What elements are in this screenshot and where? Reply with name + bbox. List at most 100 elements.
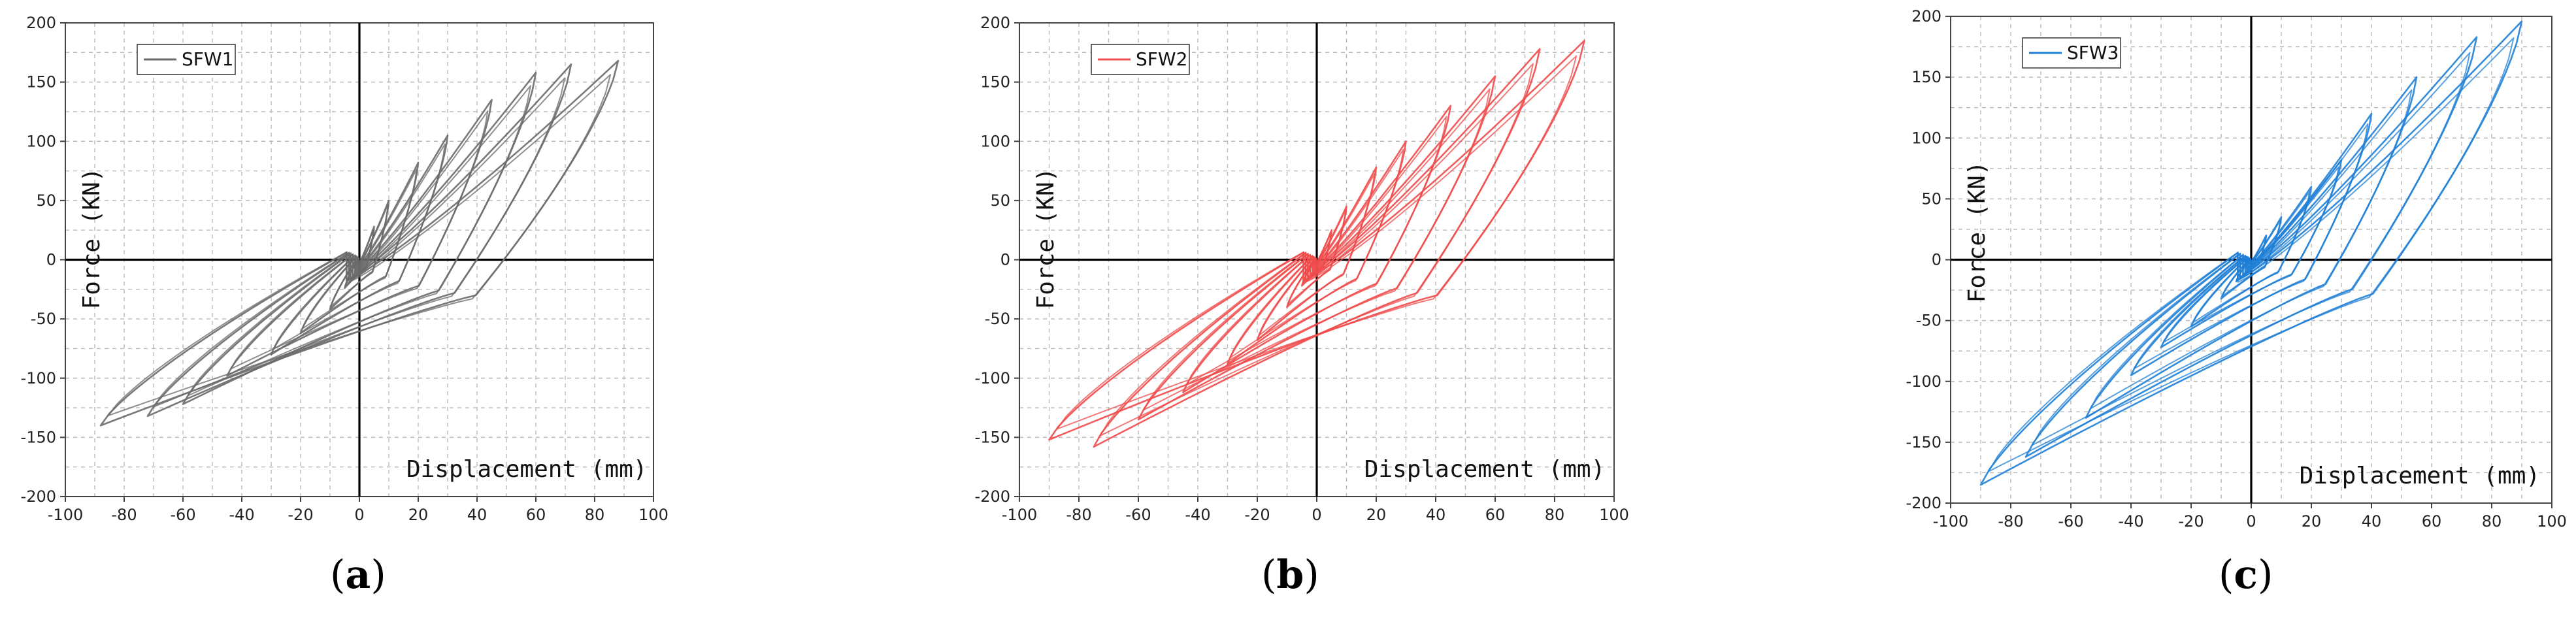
x-tick-label: -40 bbox=[2118, 512, 2143, 531]
x-tick-label: 60 bbox=[2422, 512, 2442, 531]
hysteresis-loop-repeat bbox=[1988, 37, 2515, 472]
hysteresis-loop-repeat bbox=[1056, 55, 1577, 430]
x-tick-label: 0 bbox=[2246, 512, 2256, 531]
hysteresis-loop-repeat bbox=[2221, 219, 2281, 297]
hysteresis-loop-repeat bbox=[330, 204, 389, 308]
hysteresis-loop-repeat bbox=[301, 169, 418, 330]
y-tick-label: 0 bbox=[1932, 251, 1941, 269]
hysteresis-loop-repeat bbox=[273, 143, 446, 350]
x-tick-label: -100 bbox=[1933, 512, 1968, 531]
x-axis-title: Displacement (mm) bbox=[406, 456, 647, 483]
x-tick-label: 100 bbox=[638, 506, 669, 524]
x-tick-label: 80 bbox=[1545, 506, 1565, 524]
hysteresis-loop bbox=[2085, 76, 2418, 419]
hysteresis-loop-repeat bbox=[1186, 116, 1447, 385]
hysteresis-loop bbox=[1048, 39, 1585, 441]
hysteresis-loop-repeat bbox=[2032, 52, 2471, 446]
hysteresis-loop bbox=[146, 63, 572, 417]
hysteresis-loop-repeat bbox=[1100, 63, 1534, 436]
x-tick-label: 60 bbox=[526, 506, 546, 524]
hysteresis-loop-repeat bbox=[1229, 148, 1404, 359]
chart-panel-b: -100 -80 -60 -40 -20 0 20 40 60 80 100 -200 -150 -100… bbox=[954, 0, 1647, 622]
hysteresis-loop bbox=[1093, 48, 1541, 448]
x-tick-label: -80 bbox=[111, 506, 137, 524]
x-tick-label: 100 bbox=[2537, 512, 2567, 531]
hysteresis-loop-repeat bbox=[1287, 209, 1347, 305]
x-axis-title: Displacement (mm) bbox=[2300, 463, 2540, 489]
chart-panel-c: -100 -80 -60 -40 -20 0 20 40 60 80 100 -200 -150 -100… bbox=[1906, 0, 2576, 622]
hysteresis-loop bbox=[2024, 36, 2478, 458]
hysteresis-loop bbox=[1182, 105, 1452, 393]
x-tick-label: 20 bbox=[2302, 512, 2322, 531]
panel-label-b: (b) bbox=[1261, 552, 1319, 598]
chart-b-svg: -100 -80 -60 -40 -20 0 20 40 60 80 100-200-150-100… bbox=[975, 14, 1629, 524]
chart-panel-a: -100 -80 -60 -40 -20 0 20 40 60 80 100 -200 -150 -100… bbox=[0, 0, 693, 622]
hysteresis-loop-repeat bbox=[2192, 191, 2311, 323]
hysteresis-loop-repeat bbox=[107, 74, 612, 416]
hysteresis-loop bbox=[226, 99, 493, 377]
hysteresis-loop bbox=[99, 59, 619, 427]
legend-label: SFW2 bbox=[1136, 48, 1187, 70]
y-tick-label: 150 bbox=[980, 73, 1010, 91]
y-tick-label: 0 bbox=[46, 251, 56, 269]
y-tick-label: 50 bbox=[990, 191, 1010, 210]
y-axis-title: Force (KN) bbox=[1964, 161, 1990, 303]
y-axis-title: Force (KN) bbox=[78, 168, 105, 310]
y-tick-label: -50 bbox=[1916, 312, 1941, 330]
y-tick-label: -50 bbox=[985, 310, 1010, 328]
x-tick-label: -60 bbox=[170, 506, 195, 524]
hysteresis-loop-repeat bbox=[2090, 89, 2413, 410]
x-tick-label: -80 bbox=[1998, 512, 2023, 531]
hysteresis-loop-repeat bbox=[2163, 166, 2339, 343]
hysteresis-loop bbox=[1979, 20, 2523, 486]
y-tick-label: 50 bbox=[1921, 189, 1941, 208]
x-tick-label: 40 bbox=[1426, 506, 1446, 524]
series-SFW3 bbox=[1979, 20, 2523, 486]
x-tick-label: 0 bbox=[354, 506, 364, 524]
x-tick-label: -60 bbox=[2058, 512, 2083, 531]
x-tick-label: 40 bbox=[467, 506, 487, 524]
y-tick-label: 100 bbox=[980, 132, 1010, 150]
x-tick-label: -20 bbox=[1244, 506, 1270, 524]
x-tick-label: -100 bbox=[1002, 506, 1037, 524]
y-tick-label: 200 bbox=[26, 14, 56, 32]
x-tick-label: 0 bbox=[1312, 506, 1321, 524]
panel-label-c: (c) bbox=[2219, 552, 2273, 598]
y-tick-label: -150 bbox=[21, 428, 56, 446]
x-tick-label: 100 bbox=[1599, 506, 1629, 524]
hysteresis-loop-repeat bbox=[230, 110, 489, 370]
x-tick-label: -20 bbox=[2178, 512, 2204, 531]
x-tick-label: 40 bbox=[2362, 512, 2382, 531]
hysteresis-loop bbox=[182, 71, 537, 405]
panel-label-a: (a) bbox=[330, 552, 386, 598]
y-tick-label: -200 bbox=[21, 487, 56, 506]
x-tick-label: 20 bbox=[408, 506, 429, 524]
hysteresis-loop bbox=[2130, 112, 2373, 376]
y-tick-label: 100 bbox=[26, 132, 56, 150]
x-tick-label: -80 bbox=[1066, 506, 1091, 524]
y-tick-label: -200 bbox=[1906, 494, 1941, 512]
hysteresis-loop-repeat bbox=[153, 77, 566, 408]
hysteresis-loop bbox=[1256, 166, 1378, 342]
x-tick-label: 80 bbox=[2482, 512, 2502, 531]
y-tick-label: 200 bbox=[1911, 7, 1941, 25]
hysteresis-loop-repeat bbox=[1258, 173, 1376, 336]
y-tick-label: -100 bbox=[21, 369, 56, 387]
x-tick-label: -40 bbox=[229, 506, 254, 524]
hysteresis-loop-repeat bbox=[1143, 88, 1491, 411]
chart-c-svg: -100 -80 -60 -40 -20 0 20 40 60 80 100-200-150-100… bbox=[1906, 7, 2567, 531]
y-tick-label: -100 bbox=[975, 369, 1010, 387]
x-tick-label: -20 bbox=[288, 506, 313, 524]
y-tick-label: 0 bbox=[1000, 251, 1010, 269]
y-tick-label: -50 bbox=[31, 310, 56, 328]
legend-label: SFW3 bbox=[2067, 42, 2119, 63]
x-tick-label: 60 bbox=[1485, 506, 1506, 524]
series-SFW2 bbox=[1048, 39, 1585, 448]
y-tick-label: -200 bbox=[975, 487, 1010, 506]
x-tick-label: -40 bbox=[1185, 506, 1210, 524]
hysteresis-loop bbox=[1137, 75, 1496, 421]
y-tick-label: 50 bbox=[36, 191, 56, 210]
x-tick-label: -60 bbox=[1125, 506, 1151, 524]
y-tick-label: -150 bbox=[1906, 433, 1941, 451]
hysteresis-loop-repeat bbox=[2134, 123, 2369, 369]
